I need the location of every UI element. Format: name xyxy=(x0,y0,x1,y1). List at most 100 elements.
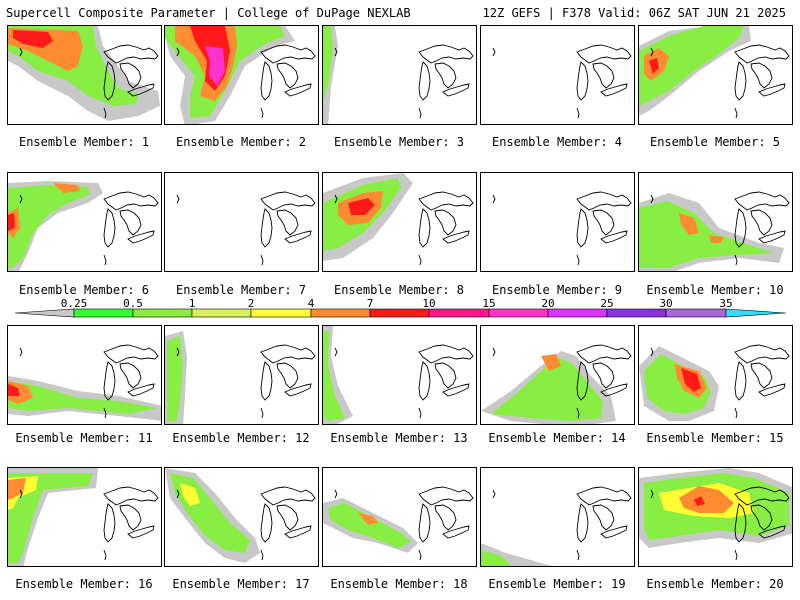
marker-right xyxy=(260,107,264,119)
scp-contour-fill xyxy=(649,58,659,74)
colorbar-tick-label: 0.5 xyxy=(123,297,143,310)
marker-right xyxy=(418,549,422,561)
lake-outline xyxy=(418,191,474,211)
colorbar-tick-label: 0.25 xyxy=(61,297,88,310)
lake-outline xyxy=(127,83,155,97)
marker-left xyxy=(650,347,654,357)
marker-right xyxy=(418,407,422,419)
lake-outline xyxy=(758,383,786,397)
lake-outline xyxy=(734,503,747,543)
lake-outline xyxy=(734,61,747,101)
ensemble-member-label: Ensemble Member: 4 xyxy=(491,135,623,149)
scp-contour-fill xyxy=(679,213,699,235)
lake-outline xyxy=(758,525,786,539)
lake-outline xyxy=(103,486,159,506)
lake-outline xyxy=(750,209,773,236)
ensemble-member-label: Ensemble Member: 17 xyxy=(172,577,310,591)
colorbar-segment xyxy=(250,308,312,318)
marker-right xyxy=(103,407,107,419)
lake-outline xyxy=(276,209,299,236)
ensemble-member-label: Ensemble Member: 7 xyxy=(175,283,307,297)
lake-outline xyxy=(592,209,615,236)
marker-left xyxy=(492,489,496,499)
marker-left xyxy=(334,489,338,499)
lake-outline xyxy=(576,503,589,543)
map-field xyxy=(323,26,474,124)
lake-outline xyxy=(576,44,632,64)
lake-outline xyxy=(418,44,474,64)
lake-outline xyxy=(442,83,470,97)
lake-outline xyxy=(276,62,299,89)
scp-contour-fill xyxy=(13,30,53,48)
marker-left xyxy=(492,194,496,204)
marker-left xyxy=(492,47,496,57)
colorbar-tick-label: 35 xyxy=(719,297,732,310)
scp-contour-fill xyxy=(8,473,93,563)
ensemble-member-label: Ensemble Member: 15 xyxy=(646,431,784,445)
marker-left xyxy=(19,347,23,357)
lake-outline xyxy=(734,191,790,211)
lake-outline xyxy=(750,504,773,531)
map-field xyxy=(323,173,474,266)
map-field xyxy=(8,26,160,121)
marker-left xyxy=(19,47,23,57)
colorbar-tick-label: 20 xyxy=(541,297,554,310)
lake-outline xyxy=(276,362,299,389)
lake-outline xyxy=(600,383,628,397)
marker-left xyxy=(176,47,180,57)
lake-outline xyxy=(750,62,773,89)
lake-outline xyxy=(284,383,312,397)
scp-contour-fill xyxy=(481,550,511,566)
colorbar-tick-label: 15 xyxy=(482,297,495,310)
lake-outline xyxy=(734,44,790,64)
marker-left xyxy=(19,194,23,204)
ensemble-member-label: Ensemble Member: 5 xyxy=(649,135,781,149)
marker-right xyxy=(576,254,580,266)
ensemble-member-label: Ensemble Member: 19 xyxy=(488,577,626,591)
lake-outline xyxy=(434,504,457,531)
colorbar-tick-label: 30 xyxy=(659,297,672,310)
scp-contour-fill xyxy=(323,331,345,421)
map-field xyxy=(8,344,161,421)
lake-outline xyxy=(284,525,312,539)
lake-outline xyxy=(260,344,316,364)
lake-outline xyxy=(260,486,316,506)
ensemble-map-panel xyxy=(7,172,162,272)
marker-left xyxy=(650,489,654,499)
lake-outline xyxy=(119,62,142,89)
scp-contour-fill xyxy=(358,513,378,525)
scp-contour-fill xyxy=(541,354,561,371)
ensemble-map-panel xyxy=(7,25,162,125)
lake-outline xyxy=(434,209,457,236)
colorbar-segment xyxy=(191,308,252,318)
scp-contour-fill xyxy=(328,503,411,548)
marker-left xyxy=(176,347,180,357)
ensemble-member-label: Ensemble Member: 13 xyxy=(330,431,468,445)
scp-contour-fill xyxy=(8,185,90,268)
ensemble-member-label: Ensemble Member: 12 xyxy=(172,431,310,445)
map-field xyxy=(165,331,316,424)
colorbar-segment xyxy=(428,308,490,318)
map-field xyxy=(492,44,632,119)
map-field xyxy=(323,486,474,561)
lake-outline xyxy=(600,83,628,97)
scp-contour-fill xyxy=(205,46,225,86)
marker-right xyxy=(103,107,107,119)
scp-contour-fill xyxy=(8,478,26,500)
lake-outline xyxy=(103,44,159,64)
lake-outline xyxy=(103,344,159,364)
lake-outline xyxy=(434,62,457,89)
ensemble-map-panel xyxy=(164,172,319,272)
marker-left xyxy=(176,194,180,204)
map-field xyxy=(165,468,316,563)
colorbar-segment xyxy=(488,308,549,318)
ensemble-member-label: Ensemble Member: 8 xyxy=(333,283,465,297)
ensemble-member-label: Ensemble Member: 6 xyxy=(18,283,150,297)
map-field xyxy=(8,181,159,271)
lake-outline xyxy=(418,486,474,506)
map-field xyxy=(323,326,474,424)
colorbar-tick-label: 4 xyxy=(308,297,315,310)
ensemble-map-panel xyxy=(638,325,793,425)
lake-outline xyxy=(592,62,615,89)
marker-right xyxy=(734,549,738,561)
